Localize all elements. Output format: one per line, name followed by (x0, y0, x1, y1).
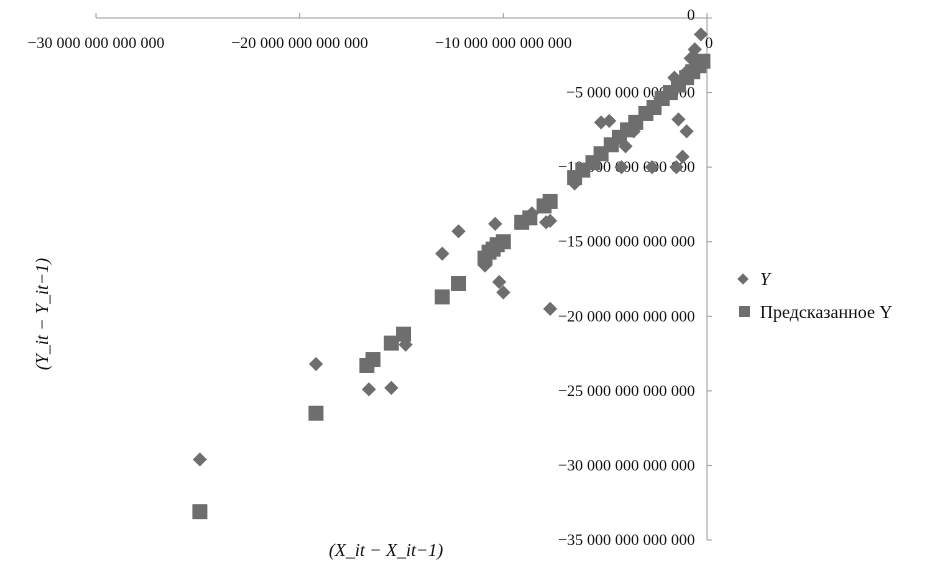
data-point-predicted-y (542, 193, 558, 209)
y-tick-label: −20 000 000 000 000 (558, 308, 695, 325)
data-point-predicted-y (434, 289, 450, 305)
data-point-y (687, 42, 702, 57)
data-point-y (675, 149, 690, 164)
data-point-y (451, 224, 466, 239)
x-axis-title: (X_it − X_it−1) (329, 540, 443, 561)
data-point-y (192, 452, 207, 467)
data-point-y (602, 113, 617, 128)
data-point-y (488, 216, 503, 231)
data-point-y (614, 160, 629, 175)
data-points (192, 27, 711, 520)
data-point-predicted-y (522, 210, 538, 226)
axes (95, 13, 712, 541)
data-point-y (543, 301, 558, 316)
data-point-y (308, 356, 324, 372)
data-point-y (679, 124, 694, 139)
data-point-predicted-y (365, 352, 381, 368)
legend: Y Предсказанное Y (737, 269, 892, 322)
legend-diamond-marker (737, 273, 749, 285)
x-tick-labels: −30 000 000 000 000 −20 000 000 000 000 −1… (27, 35, 713, 52)
x-tick-label: −30 000 000 000 000 (27, 35, 164, 52)
data-point-y (435, 246, 450, 261)
data-point-y (492, 274, 507, 290)
data-point-predicted-y (451, 275, 467, 291)
data-point-predicted-y (192, 504, 208, 520)
legend-item-y: Y (737, 269, 772, 289)
data-point-y (384, 380, 399, 395)
legend-label-y: Y (760, 269, 772, 289)
y-tick-label: −15 000 000 000 000 (558, 234, 695, 251)
data-point-predicted-y (695, 53, 711, 69)
data-point-y (361, 382, 376, 397)
y-tick-label: 0 (687, 7, 695, 24)
y-tick-label: −25 000 000 000 000 (558, 383, 695, 400)
data-point-predicted-y (396, 326, 412, 342)
y-tick-label: −30 000 000 000 000 (558, 457, 695, 474)
data-point-predicted-y (308, 405, 324, 421)
legend-label-predicted-y: Предсказанное Y (760, 302, 892, 322)
data-point-y (669, 160, 684, 175)
x-tick-label: −10 000 000 000 000 (435, 35, 572, 52)
data-point-y (543, 213, 558, 228)
legend-square-marker (739, 306, 750, 317)
data-point-y (671, 112, 686, 127)
y-axis-title: (Y_it − Y_it−1) (32, 258, 53, 370)
data-point-predicted-y (383, 335, 399, 351)
x-tick-label: −20 000 000 000 000 (231, 35, 368, 52)
data-point-y (496, 285, 511, 300)
legend-item-predicted-y: Предсказанное Y (739, 302, 892, 322)
data-point-y (644, 160, 660, 175)
data-point-predicted-y (495, 234, 511, 250)
x-tick-label: 0 (705, 35, 713, 52)
y-tick-label: −35 000 000 000 000 (558, 532, 695, 549)
data-point-y (693, 27, 708, 42)
